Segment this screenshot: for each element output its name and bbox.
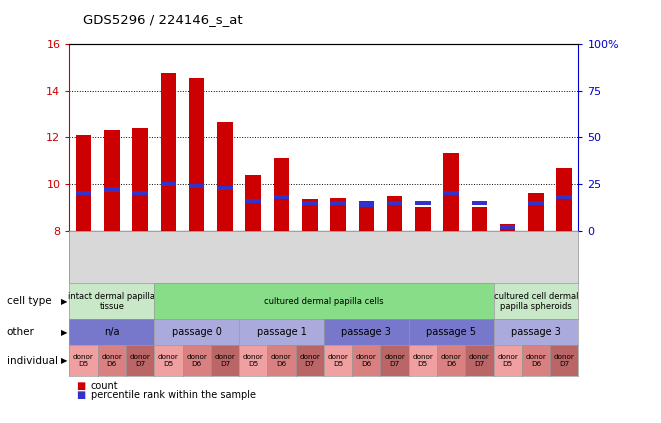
Bar [161, 74, 176, 231]
Bar [161, 182, 176, 186]
Bar [358, 201, 374, 231]
Bar [528, 193, 544, 231]
Bar [189, 78, 204, 231]
Bar [472, 201, 487, 205]
Text: donor
D5: donor D5 [243, 354, 264, 367]
Text: donor
D5: donor D5 [73, 354, 94, 367]
Bar [557, 168, 572, 231]
Text: ▶: ▶ [61, 356, 67, 365]
Text: donor
D7: donor D7 [554, 354, 574, 367]
Bar [444, 191, 459, 195]
Bar [217, 186, 233, 190]
Text: percentile rank within the sample: percentile rank within the sample [91, 390, 256, 400]
Text: donor
D6: donor D6 [271, 354, 292, 367]
Text: passage 0: passage 0 [172, 327, 221, 337]
Text: ▶: ▶ [61, 297, 67, 306]
Text: n/a: n/a [104, 327, 120, 337]
Text: passage 1: passage 1 [256, 327, 307, 337]
Text: donor
D6: donor D6 [101, 354, 122, 367]
Text: donor
D5: donor D5 [412, 354, 434, 367]
Bar [274, 159, 290, 231]
Text: GDS5296 / 224146_s_at: GDS5296 / 224146_s_at [83, 13, 242, 26]
Bar [330, 198, 346, 231]
Text: donor
D7: donor D7 [469, 354, 490, 367]
Bar [104, 187, 120, 192]
Bar [132, 191, 148, 195]
Text: other: other [7, 327, 34, 337]
Bar [387, 196, 403, 231]
Bar [387, 201, 403, 205]
Bar [76, 135, 91, 231]
Bar [104, 131, 120, 231]
Bar [189, 184, 204, 188]
Text: donor
D5: donor D5 [497, 354, 518, 367]
Bar [444, 153, 459, 231]
Text: count: count [91, 381, 118, 391]
Text: cell type: cell type [7, 297, 52, 306]
Text: donor
D7: donor D7 [299, 354, 320, 367]
Text: donor
D5: donor D5 [158, 354, 179, 367]
Text: cultured dermal papilla cells: cultured dermal papilla cells [264, 297, 383, 306]
Text: donor
D6: donor D6 [356, 354, 377, 367]
Bar [302, 201, 317, 205]
Bar [76, 191, 91, 195]
Text: ■: ■ [76, 381, 85, 391]
Bar [274, 195, 290, 199]
Bar [245, 175, 261, 231]
Bar [557, 195, 572, 199]
Bar [415, 201, 430, 205]
Bar [217, 122, 233, 231]
Text: donor
D5: donor D5 [328, 354, 348, 367]
Bar [358, 202, 374, 206]
Text: passage 5: passage 5 [426, 327, 476, 337]
Text: donor
D6: donor D6 [525, 354, 547, 367]
Text: ▶: ▶ [61, 327, 67, 337]
Text: donor
D7: donor D7 [130, 354, 151, 367]
Text: passage 3: passage 3 [511, 327, 561, 337]
Text: donor
D7: donor D7 [214, 354, 235, 367]
Text: cultured cell dermal
papilla spheroids: cultured cell dermal papilla spheroids [494, 292, 578, 311]
Text: individual: individual [7, 356, 58, 365]
Text: donor
D7: donor D7 [384, 354, 405, 367]
Bar [302, 199, 317, 231]
Bar [132, 128, 148, 231]
Bar [472, 207, 487, 231]
Bar [415, 207, 430, 231]
Text: donor
D6: donor D6 [186, 354, 207, 367]
Bar [500, 225, 516, 229]
Text: ■: ■ [76, 390, 85, 400]
Bar [330, 201, 346, 205]
Bar [528, 201, 544, 205]
Text: passage 3: passage 3 [341, 327, 391, 337]
Bar [245, 199, 261, 203]
Text: intact dermal papilla
tissue: intact dermal papilla tissue [68, 292, 155, 311]
Bar [500, 223, 516, 231]
Text: donor
D6: donor D6 [441, 354, 461, 367]
